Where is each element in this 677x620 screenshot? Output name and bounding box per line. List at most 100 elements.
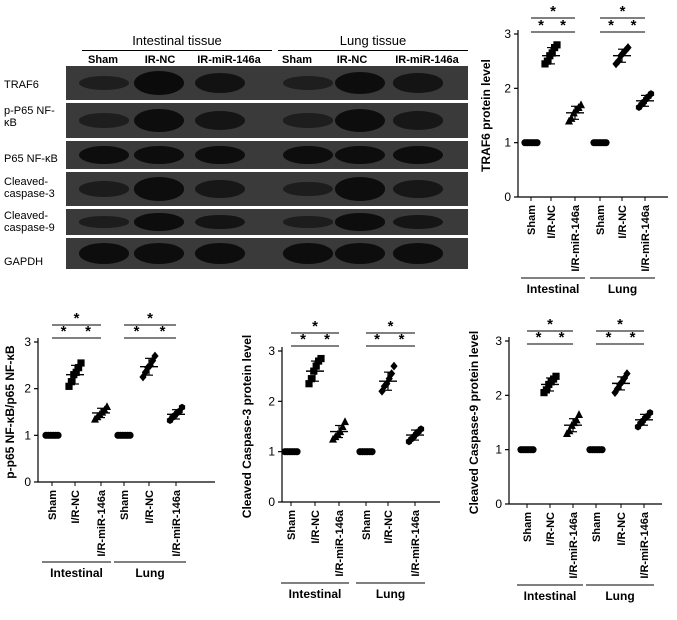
y-tick-label: 2 (268, 394, 275, 408)
significance-star: * (160, 323, 166, 340)
significance-star: * (606, 329, 612, 346)
x-tick-label: I/R-NC (616, 512, 628, 546)
data-point (646, 409, 654, 417)
x-tick-label: I/R-miR-146a (570, 204, 582, 272)
data-point (553, 41, 561, 49)
blot-band (195, 73, 245, 93)
blot-column-label: Sham (88, 54, 118, 66)
x-tick-label: Sham (47, 490, 59, 520)
data-point (383, 379, 391, 389)
data-point (543, 57, 551, 65)
blot-band (393, 111, 443, 130)
blot-band (283, 181, 333, 197)
blot-strip (66, 209, 468, 235)
blot-row-label: GAPDH (4, 256, 44, 268)
x-tick-label: I/R-miR-146a (96, 489, 108, 557)
blot-image (66, 64, 468, 270)
y-axis-label: Cleaved Caspase-3 protein level (240, 335, 254, 518)
y-tick-label: 2 (24, 382, 31, 396)
significance-star: * (631, 17, 637, 34)
blot-band (393, 214, 443, 230)
group-label: Intestinal (289, 587, 342, 601)
data-point (548, 49, 556, 57)
data-point (77, 359, 85, 367)
group-label: Intestinal (524, 589, 577, 603)
x-tick-label: I/R-miR-146a (568, 511, 580, 579)
blot-column-label: Sham (282, 54, 312, 66)
y-tick-label: 0 (504, 190, 511, 204)
y-tick-label: 3 (268, 344, 275, 358)
significance-star: * (324, 331, 330, 348)
x-tick-label: Sham (595, 205, 607, 235)
significance-star: * (388, 318, 394, 335)
blot-band (283, 216, 333, 228)
data-point (552, 372, 560, 380)
data-point (338, 422, 347, 431)
x-tick-label: Sham (361, 510, 373, 540)
blot-row-label: Cleaved-caspase-3 (4, 176, 55, 200)
blot-strip (66, 66, 468, 100)
blot-band (134, 177, 184, 201)
blot-column-label: IR-NC (144, 54, 176, 66)
blot-band (335, 213, 385, 231)
blot-column-label: IR-miR-146a (395, 54, 459, 66)
traf6-dot-plot: TRAF6 protein level 0 1 2 3 Sham I/R-NC I/R-miR… (479, 3, 668, 296)
p65-ratio-dot-plot: p-p65 NF-κB/p65 NF-κB 0 1 2 3 Sham I/R-NC I/R-m… (3, 310, 215, 580)
data-point (621, 373, 629, 383)
y-tick-label: 3 (504, 27, 511, 41)
x-tick-label: I/R-NC (545, 512, 557, 546)
blot-band (195, 243, 245, 264)
data-point (65, 382, 73, 390)
significance-star: * (312, 318, 318, 335)
significance-star: * (559, 329, 565, 346)
blot-strip (66, 141, 468, 169)
x-tick-label: Sham (526, 205, 538, 235)
x-tick-label: I/R-NC (617, 205, 629, 239)
data-point (317, 354, 325, 363)
blot-band (79, 76, 129, 90)
y-tick-label: 1 (24, 428, 31, 442)
data-point (378, 386, 386, 396)
significance-star: * (620, 3, 626, 20)
blot-band (79, 113, 129, 128)
significance-star: * (617, 316, 623, 333)
y-tick-label: 1 (504, 136, 511, 150)
x-tick-label: I/R-NC (144, 490, 156, 524)
group-label: Lung (605, 589, 634, 603)
blot-band (134, 108, 184, 133)
blot-row-label: Cleaved-caspase-9 (4, 210, 55, 234)
blot-strip (66, 103, 468, 138)
blot-band (393, 73, 443, 93)
caspase3-dot-plot: Cleaved Caspase-3 protein level 0 1 2 3 Sham I… (240, 318, 440, 601)
blot-band (393, 243, 443, 264)
blot-band (195, 180, 245, 198)
significance-star: * (536, 329, 542, 346)
blot-band (134, 71, 184, 95)
caspase9-dot-plot: Cleaved Caspase-9 protein level 0 1 2 3 Sham I… (467, 316, 662, 603)
significance-star: * (560, 17, 566, 34)
blot-band (335, 145, 385, 165)
significance-star: * (300, 331, 306, 348)
blot-band (283, 113, 333, 128)
data-point (72, 368, 80, 376)
blot-strip (66, 238, 468, 269)
x-tick-label: Sham (119, 490, 131, 520)
y-tick-label: 3 (24, 335, 31, 349)
blot-band (393, 145, 443, 165)
group-label: Lung (376, 587, 405, 601)
data-point (624, 43, 632, 52)
y-tick-label: 2 (504, 81, 511, 95)
blot-band (79, 145, 129, 165)
x-tick-label: I/R-miR-146a (334, 509, 346, 577)
x-tick-label: I/R-NC (546, 205, 558, 239)
data-point (623, 369, 631, 378)
group-label: Intestinal (50, 566, 103, 580)
blot-band (283, 76, 333, 90)
blot-band (393, 180, 443, 198)
blot-band (195, 111, 245, 130)
significance-star: * (550, 3, 556, 20)
blot-row-label: P65 NF-κB (4, 153, 58, 165)
header-underline-lung (278, 50, 468, 51)
data-point (75, 364, 83, 372)
tissue-header-lung: Lung tissue (339, 33, 407, 48)
